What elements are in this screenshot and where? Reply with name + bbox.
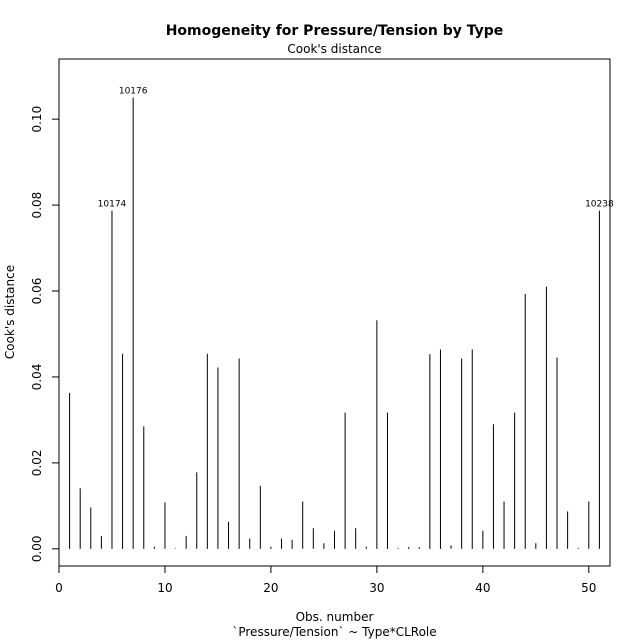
bars-group [69,97,600,549]
y-tick-label: 0.02 [30,450,44,477]
chart-subtitle: Cook's distance [287,42,381,56]
x-tick-label: 10 [157,581,172,595]
y-tick-label: 0.04 [30,364,44,391]
x-axis-label: Obs. number [296,610,374,624]
y-axis: 0.00 0.02 0.04 0.06 0.08 0.10 [30,106,60,562]
plot-frame [58,58,611,567]
x-tick-label: 20 [263,581,278,595]
y-tick-label: 0.10 [30,106,44,133]
point-label: 10176 [119,87,148,97]
x-tick-label: 50 [581,581,596,595]
x-tick-label: 30 [369,581,384,595]
x-axis-formula: `Pressure/Tension` ~ Type*CLRole [232,625,436,639]
point-labels: 10174 10176 10238 [98,87,614,210]
y-tick-label: 0.00 [30,535,44,562]
point-label: 10174 [98,200,127,210]
y-tick-label: 0.06 [30,278,44,305]
x-tick-label: 0 [55,581,63,595]
chart-title: Homogeneity for Pressure/Tension by Type [166,23,504,39]
point-label: 10238 [585,200,614,210]
y-tick-label: 0.08 [30,192,44,219]
x-tick-label: 40 [475,581,490,595]
y-axis-label: Cook's distance [3,265,17,359]
x-axis: 0 10 20 30 40 50 [55,565,596,595]
